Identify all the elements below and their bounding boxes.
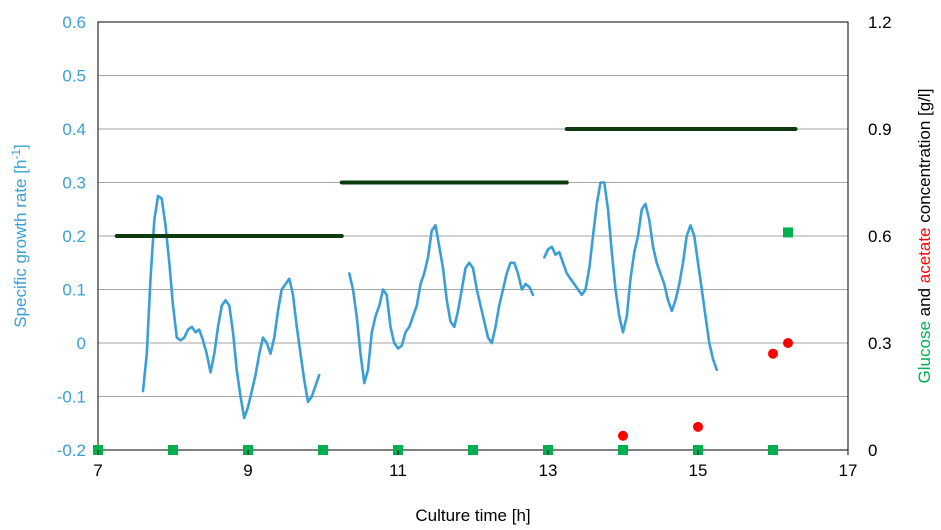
y-axis-left-label-end: ] [11, 144, 30, 149]
y-right-tick-label: 1.2 [868, 13, 892, 32]
series-layer [93, 127, 798, 455]
y-left-tick-label: 0.2 [62, 227, 86, 246]
y-axis-right-label-unit: concentration [g/l] [915, 89, 934, 228]
growth-rate-line [141, 194, 321, 420]
acetate-marker [783, 338, 793, 348]
y-axis-right-label-acetate: acetate [915, 227, 934, 283]
y-right-tick-label: 0.3 [868, 334, 892, 353]
acetate-marker [693, 421, 703, 432]
y-axis-left-label-main: Specific growth rate [h [11, 160, 30, 328]
y-left-tick-label: -0.1 [57, 388, 86, 407]
glucose-marker [783, 227, 793, 238]
y-axis-left-label-sup: -1 [9, 149, 23, 160]
y-right-tick-label: 0.9 [868, 120, 892, 139]
y-left-tick-label: 0.5 [62, 67, 86, 86]
x-tick-label: 11 [389, 461, 407, 480]
acetate-marker [768, 348, 778, 359]
x-tick-label: 13 [539, 461, 558, 480]
acetate-marker [618, 430, 628, 441]
x-tick-label: 9 [243, 461, 252, 480]
y-left-tick-label: -0.2 [57, 441, 86, 460]
y-axis-right-label: Glucose and acetate concentration [g/l] [915, 89, 934, 384]
tick-labels: -0.2 -0.1 0 0.1 0.2 0.3 0.4 0.5 0.6 0 0.3 0.6 0.9 1.2… [57, 13, 892, 480]
growth-rate-line [543, 181, 719, 372]
y-left-tick-label: 0 [77, 334, 86, 353]
y-axis-right-label-and: and [915, 283, 934, 321]
y-left-tick-label: 0.6 [62, 13, 86, 32]
x-tick-label: 15 [689, 461, 708, 480]
y-right-tick-label: 0 [868, 441, 877, 460]
y-axis-right-label-glucose: Glucose [915, 321, 934, 383]
growth-rate-line [348, 224, 535, 385]
y-left-tick-label: 0.1 [62, 281, 86, 300]
glucose-marker [768, 445, 778, 455]
x-tick-label: 7 [93, 461, 102, 480]
y-left-tick-label: 0.3 [62, 174, 86, 193]
x-axis-label: Culture time [h] [415, 506, 530, 525]
y-axis-left-label: Specific growth rate [h-1] [9, 144, 30, 328]
y-left-tick-label: 0.4 [62, 120, 86, 139]
glucose-marker [618, 445, 628, 455]
glucose-marker [168, 445, 178, 455]
glucose-marker [468, 445, 478, 455]
glucose-marker [318, 445, 328, 455]
x-tick-label: 17 [839, 461, 858, 480]
y-right-tick-label: 0.6 [868, 227, 892, 246]
